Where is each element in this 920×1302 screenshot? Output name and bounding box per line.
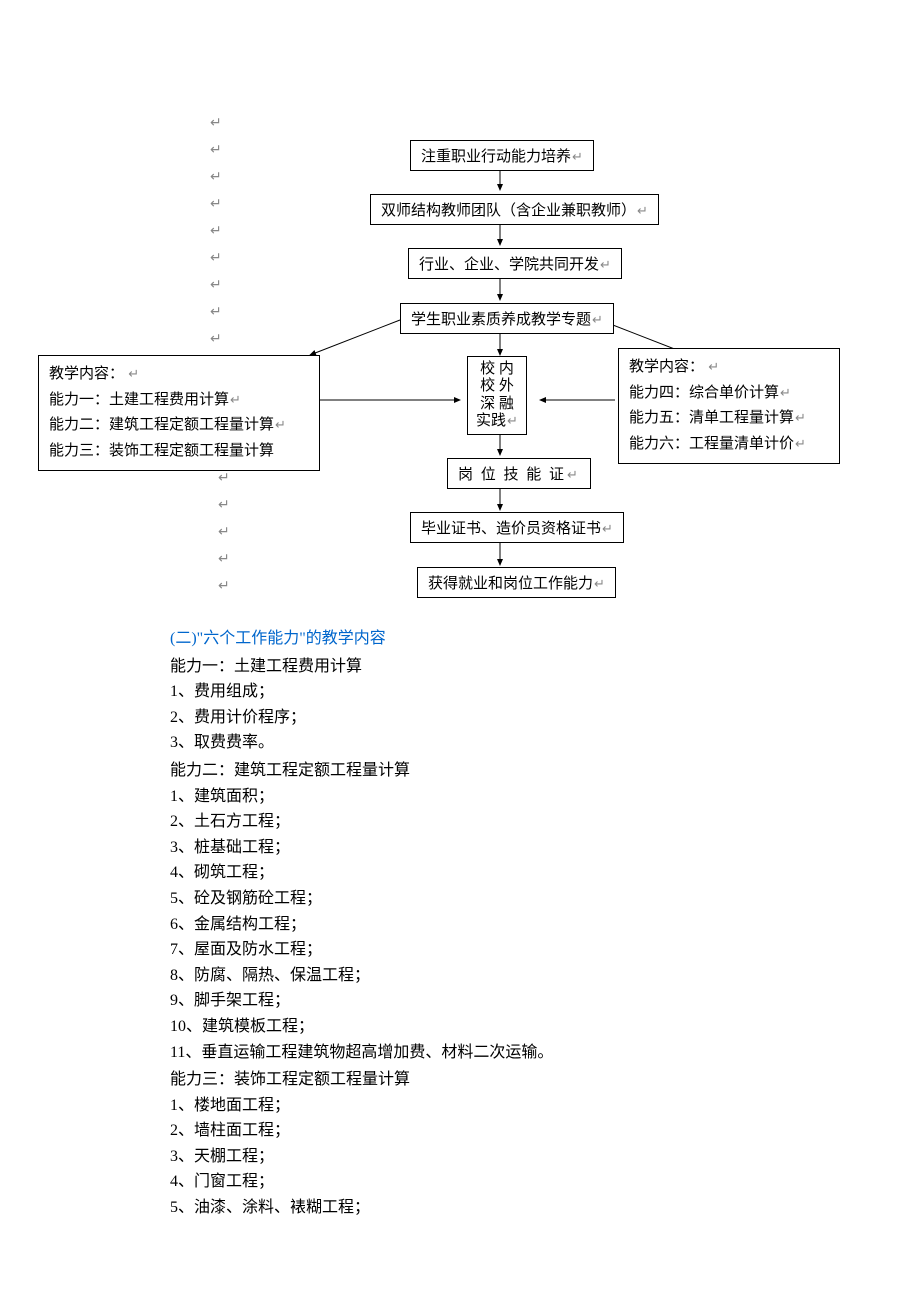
list-item: 9、脚手架工程； — [170, 988, 800, 1014]
flow-box-6-text: 岗 位 技 能 证 — [458, 467, 566, 483]
cap2-head: 能力二：建筑工程定额工程量计算 — [170, 758, 800, 784]
flowchart-diagram: ↵↵↵↵↵↵↵↵↵ ↵↵↵↵↵↵ — [0, 80, 920, 620]
list-item: 5、油漆、涂料、裱糊工程； — [170, 1195, 800, 1221]
list-item: 4、砌筑工程； — [170, 860, 800, 886]
flow-box-7-text: 毕业证书、造价员资格证书 — [421, 521, 601, 537]
list-item: 2、墙柱面工程； — [170, 1118, 800, 1144]
list-item: 3、取费费率。 — [170, 730, 800, 756]
list-item: 1、楼地面工程； — [170, 1093, 800, 1119]
flow-box-1-text: 注重职业行动能力培养 — [421, 149, 571, 165]
list-item: 8、防腐、隔热、保温工程； — [170, 963, 800, 989]
list-item: 1、建筑面积； — [170, 784, 800, 810]
list-item: 6、金属结构工程； — [170, 912, 800, 938]
list-item: 11、垂直运输工程建筑物超高增加费、材料二次运输。 — [170, 1040, 800, 1066]
flow-box-8-text: 获得就业和岗位工作能力 — [428, 576, 593, 592]
text-content: (二)"六个工作能力"的教学内容 能力一：土建工程费用计算 1、费用组成； 2、… — [0, 626, 920, 1221]
cap1-head: 能力一：土建工程费用计算 — [170, 654, 800, 680]
cap3-head: 能力三：装饰工程定额工程量计算 — [170, 1067, 800, 1093]
flow-box-6: 岗 位 技 能 证↵ — [447, 458, 591, 489]
list-item: 2、费用计价程序； — [170, 705, 800, 731]
margin-marks-upper: ↵↵↵↵↵↵↵↵↵ — [210, 110, 222, 353]
flow-box-1: 注重职业行动能力培养↵ — [410, 140, 594, 171]
right-content-box: 教学内容： ↵ 能力四：综合单价计算↵ 能力五：清单工程量计算↵ 能力六：工程量… — [618, 348, 840, 464]
list-item: 5、砼及钢筋砼工程； — [170, 886, 800, 912]
list-item: 1、费用组成； — [170, 679, 800, 705]
flow-box-3-text: 行业、企业、学院共同开发 — [419, 257, 599, 273]
flow-box-7: 毕业证书、造价员资格证书↵ — [410, 512, 624, 543]
list-item: 10、建筑模板工程； — [170, 1014, 800, 1040]
list-item: 4、门窗工程； — [170, 1169, 800, 1195]
flow-box-2-text: 双师结构教师团队（含企业兼职教师） — [381, 203, 636, 219]
left-box-title: 教学内容： — [49, 366, 124, 382]
right-box-title: 教学内容： — [629, 359, 704, 375]
flow-box-4-text: 学生职业素质养成教学专题 — [411, 312, 591, 328]
section-title: (二)"六个工作能力"的教学内容 — [170, 626, 800, 652]
flow-box-3: 行业、企业、学院共同开发↵ — [408, 248, 622, 279]
list-item: 7、屋面及防水工程； — [170, 937, 800, 963]
flow-box-4: 学生职业素质养成教学专题↵ — [400, 303, 614, 334]
left-content-box: 教学内容： ↵ 能力一：土建工程费用计算↵ 能力二：建筑工程定额工程量计算↵ 能… — [38, 355, 320, 471]
flow-box-8: 获得就业和岗位工作能力↵ — [417, 567, 616, 598]
list-item: 2、土石方工程； — [170, 809, 800, 835]
flow-box-center: 校 内 校 外 深 融 实践↵ — [467, 356, 527, 435]
list-item: 3、桩基础工程； — [170, 835, 800, 861]
flow-box-2: 双师结构教师团队（含企业兼职教师）↵ — [370, 194, 659, 225]
page: ↵↵↵↵↵↵↵↵↵ ↵↵↵↵↵↵ — [0, 80, 920, 1221]
list-item: 3、天棚工程； — [170, 1144, 800, 1170]
